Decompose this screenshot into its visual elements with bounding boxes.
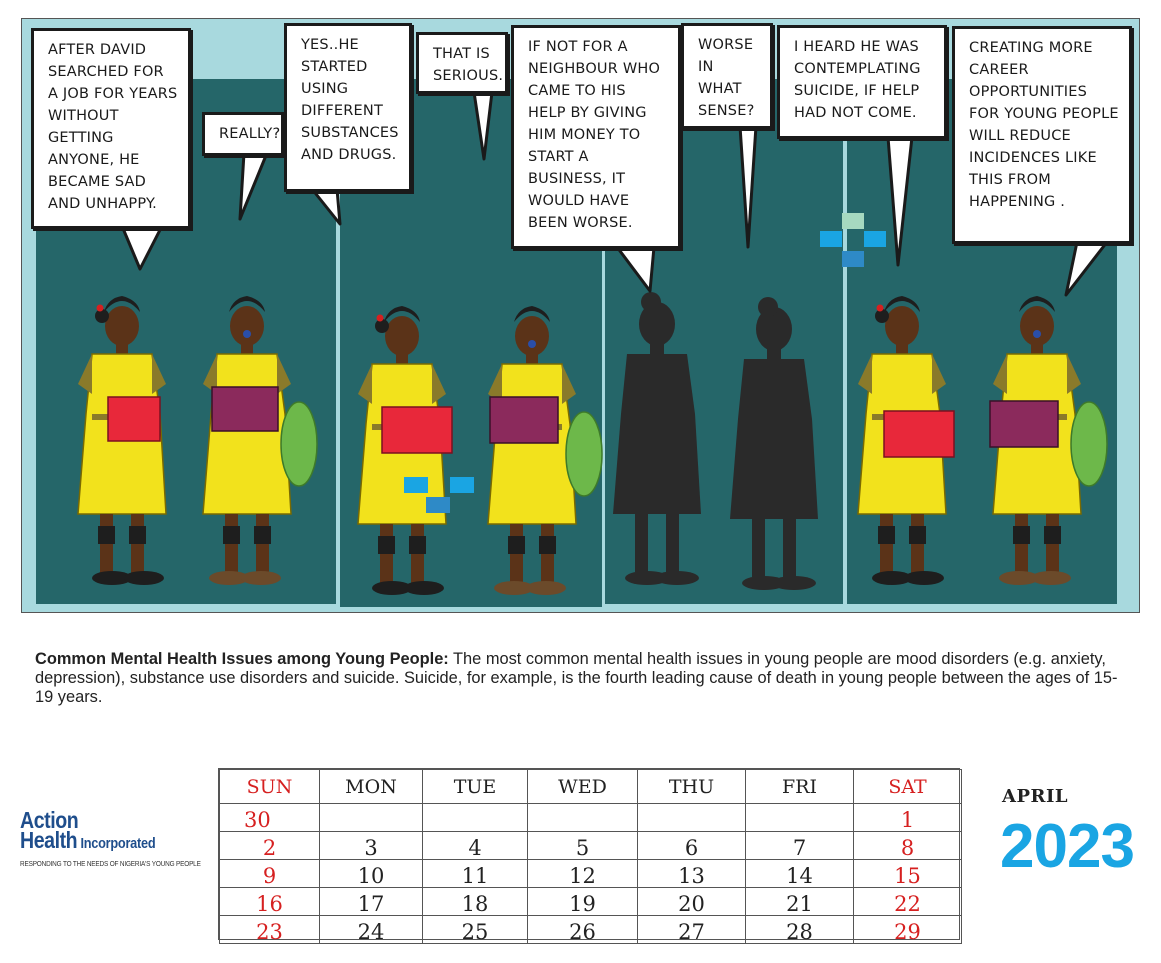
- day-header-mon: MON: [319, 769, 423, 804]
- calendar-day-cell: 1: [853, 803, 962, 832]
- calendar-day-cell: 4: [422, 831, 528, 860]
- speech-bubble-text: WORSE IN WHAT SENSE?: [698, 37, 755, 119]
- calendar-day-cell: 23: [219, 915, 320, 944]
- caption-paragraph: Common Mental Health Issues among Young …: [35, 650, 1135, 707]
- speech-bubble-8: CREATING MORE CAREER OPPORTUNITIES FOR Y…: [952, 26, 1132, 244]
- calendar-day-cell: [422, 803, 528, 832]
- calendar-day-cell: 15: [853, 859, 962, 888]
- calendar-header-row: SUN MON TUE WED THU FRI SAT: [219, 769, 962, 804]
- calendar-day-cell: 16: [219, 887, 320, 916]
- calendar-week-row: 2 3 4 5 6 7 8: [219, 831, 962, 860]
- speech-bubble-text: IF NOT FOR A NEIGHBOUR WHO CAME TO HIS H…: [528, 39, 661, 231]
- speech-bubble-text: AFTER DAVID SEARCHED FOR A JOB FOR YEARS…: [48, 42, 178, 212]
- calendar-day-cell: [637, 803, 746, 832]
- speech-bubble-5: IF NOT FOR A NEIGHBOUR WHO CAME TO HIS H…: [511, 25, 681, 249]
- calendar-day-cell: 13: [637, 859, 746, 888]
- day-header-sun: SUN: [219, 769, 320, 804]
- calendar-day-cell: 10: [319, 859, 423, 888]
- calendar-day-cell: 21: [745, 887, 854, 916]
- calendar-day-cell: [745, 803, 854, 832]
- day-header-wed: WED: [527, 769, 638, 804]
- calendar-day-cell: 20: [637, 887, 746, 916]
- calendar-day-cell: 9: [219, 859, 320, 888]
- speech-bubble-3: YES..HE STARTED USING DIFFERENT SUBSTANC…: [284, 23, 412, 192]
- calendar-day-cell: 6: [637, 831, 746, 860]
- calendar-day-cell: 18: [422, 887, 528, 916]
- calendar-day-cell: 22: [853, 887, 962, 916]
- comic-panel: AFTER DAVID SEARCHED FOR A JOB FOR YEARS…: [21, 18, 1140, 613]
- calendar-day-cell: 2: [219, 831, 320, 860]
- month-label: APRIL: [1002, 786, 1069, 807]
- day-header-thu: THU: [637, 769, 746, 804]
- speech-bubble-text: THAT IS SERIOUS.: [433, 46, 504, 84]
- caption-body: The most common mental health issues in …: [35, 650, 1118, 706]
- calendar-day-cell: 11: [422, 859, 528, 888]
- calendar-day-cell: 3: [319, 831, 423, 860]
- students-illustration: [77, 292, 1108, 596]
- calendar-day-cell: 12: [527, 859, 638, 888]
- calendar-day-cell: 27: [637, 915, 746, 944]
- calendar-day-cell: 19: [527, 887, 638, 916]
- calendar-week-row: 23 24 25 26 27 28 29: [219, 915, 962, 944]
- calendar-day-cell: 5: [527, 831, 638, 860]
- speech-bubble-text: I HEARD HE WAS CONTEMPLATING SUICIDE, IF…: [794, 39, 921, 121]
- speech-bubble-text: YES..HE STARTED USING DIFFERENT SUBSTANC…: [301, 37, 399, 163]
- calendar-day-cell: 17: [319, 887, 423, 916]
- day-header-sat: SAT: [853, 769, 962, 804]
- logo-line-1: Action: [20, 807, 79, 833]
- calendar-day-cell: 25: [422, 915, 528, 944]
- calendar-week-row: 9 10 11 12 13 14 15: [219, 859, 962, 888]
- calendar-day-cell: [319, 803, 423, 832]
- pixel-squares-decoration: [404, 213, 886, 513]
- calendar-day-cell: 30: [219, 803, 320, 832]
- year-label: 2023: [1000, 812, 1135, 881]
- logo-line-2: Health Incorporated: [20, 827, 173, 854]
- logo-word-health: Health: [20, 827, 78, 853]
- speech-bubble-text: CREATING MORE CAREER OPPORTUNITIES FOR Y…: [969, 40, 1119, 210]
- calendar-day-cell: 14: [745, 859, 854, 888]
- calendar-day-cell: 8: [853, 831, 962, 860]
- calendar-day-cell: [527, 803, 638, 832]
- bubble-tails: [120, 91, 1109, 297]
- calendar-day-cell: 24: [319, 915, 423, 944]
- caption-heading: Common Mental Health Issues among Young …: [35, 650, 449, 668]
- logo-word-incorporated: Incorporated: [77, 835, 156, 852]
- calendar-week-row: 30 1: [219, 803, 962, 832]
- day-header-fri: FRI: [745, 769, 854, 804]
- logo-tagline: RESPONDING TO THE NEEDS OF NIGERIA'S YOU…: [20, 861, 201, 868]
- speech-bubble-1: AFTER DAVID SEARCHED FOR A JOB FOR YEARS…: [31, 28, 191, 229]
- speech-bubble-6: WORSE IN WHAT SENSE?: [681, 23, 773, 129]
- action-health-logo: Action Health Incorporated RESPONDING TO…: [20, 807, 201, 869]
- day-header-tue: TUE: [422, 769, 528, 804]
- calendar-day-cell: 28: [745, 915, 854, 944]
- speech-bubble-text: REALLY?: [219, 126, 281, 142]
- speech-bubble-4: THAT IS SERIOUS.: [416, 32, 508, 94]
- calendar-day-cell: 7: [745, 831, 854, 860]
- calendar-week-row: 16 17 18 19 20 21 22: [219, 887, 962, 916]
- calendar-day-cell: 29: [853, 915, 962, 944]
- calendar-grid: SUN MON TUE WED THU FRI SAT 30 1 2 3: [218, 768, 962, 944]
- calendar-day-cell: 26: [527, 915, 638, 944]
- speech-bubble-2: REALLY?: [202, 112, 284, 156]
- speech-bubble-7: I HEARD HE WAS CONTEMPLATING SUICIDE, IF…: [777, 25, 947, 139]
